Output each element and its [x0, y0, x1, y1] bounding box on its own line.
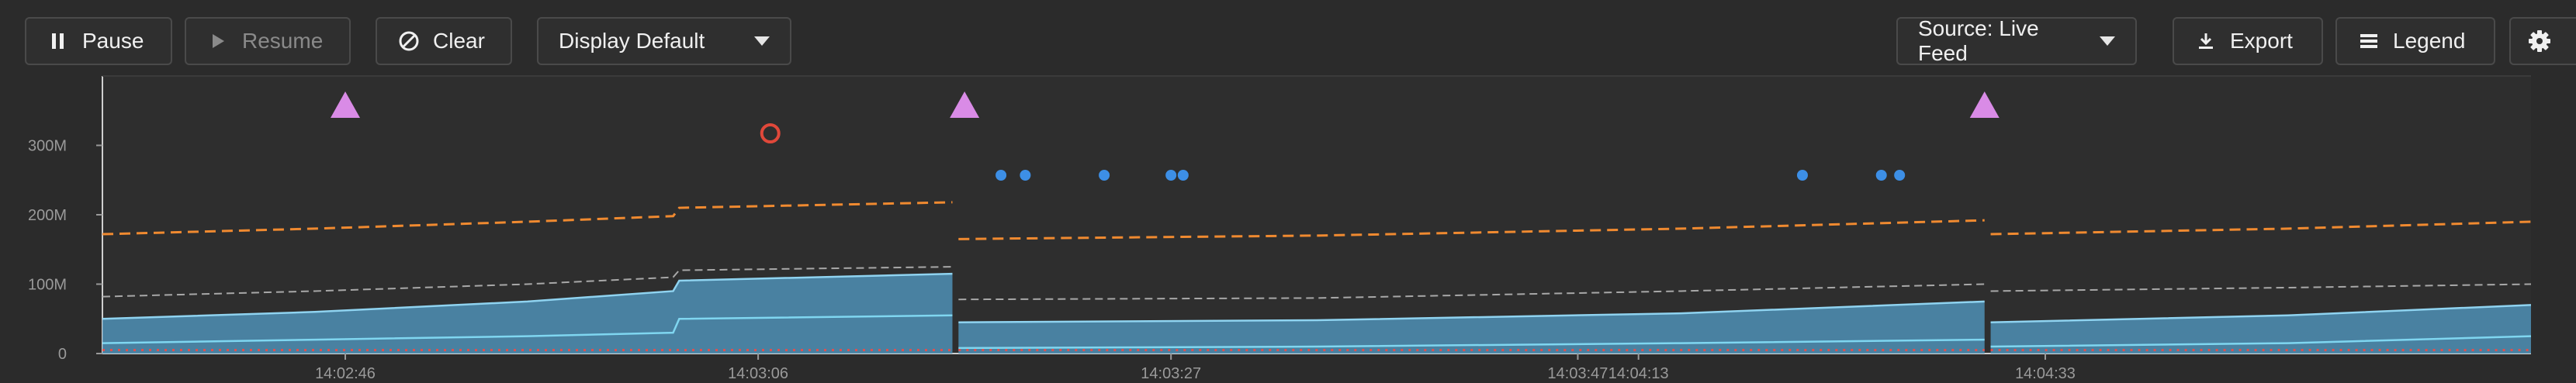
resume-label: Resume: [242, 29, 324, 53]
x-tick-label: 14:04:13: [1608, 365, 1669, 382]
event-layer: [331, 91, 2000, 181]
source-select[interactable]: Source: Live Feed: [1896, 16, 2137, 65]
event-dot-marker: [1020, 170, 1031, 181]
series-area-line: [102, 272, 953, 320]
series-mid-dashed-line: [102, 266, 953, 298]
series-area-line: [1990, 304, 2532, 323]
y-tick-label: 100M: [28, 277, 67, 294]
series-inner-line: [958, 338, 1985, 350]
download-icon: [2194, 29, 2218, 53]
settings-button[interactable]: [2509, 17, 2576, 65]
series-area-line: [958, 300, 1985, 323]
chevron-down-icon: [754, 36, 770, 46]
event-ring-marker: [760, 123, 781, 143]
x-tick-label: 14:03:06: [728, 365, 788, 382]
event-dot-marker: [1177, 170, 1189, 181]
play-icon: [206, 29, 230, 53]
legend-label: Legend: [2393, 29, 2466, 53]
event-dot-marker: [1165, 170, 1177, 181]
event-dot-marker: [1894, 170, 1906, 181]
series-inner-line: [102, 314, 953, 344]
y-tick-label: 0: [58, 346, 67, 363]
list-icon: [2357, 29, 2380, 53]
source-value: Source: Live Feed: [1918, 16, 2039, 65]
series-upper-dashed-line: [958, 219, 1985, 240]
x-tick-label: 14:04:33: [2015, 365, 2076, 382]
x-tick-label: 14:03:47: [1548, 365, 1608, 382]
legend-button[interactable]: Legend: [2335, 17, 2495, 65]
y-tick-label: 300M: [28, 138, 67, 155]
pause-label: Pause: [82, 29, 144, 53]
event-dot-marker: [1797, 170, 1808, 181]
clear-button[interactable]: Clear: [376, 17, 512, 65]
resume-button[interactable]: Resume: [185, 17, 351, 65]
x-axis: 14:02:46 14:03:06 14:03:27 14:03:47 14:04:13…: [315, 354, 2076, 382]
event-dot-marker: [1875, 170, 1887, 181]
event-triangle-marker: [1969, 91, 2000, 118]
series-mid-dashed-line: [1990, 283, 2532, 292]
series-upper-dashed-line: [1990, 220, 2532, 236]
pause-icon: [47, 29, 70, 53]
clear-label: Clear: [433, 29, 485, 53]
series-inner-line: [1990, 335, 2532, 348]
series-area: [1990, 305, 2531, 354]
export-label: Export: [2230, 29, 2293, 53]
display-mode-select[interactable]: Display Default: [537, 17, 791, 65]
pause-button[interactable]: Pause: [25, 17, 172, 65]
series-layer: [102, 201, 2532, 354]
event-triangle-marker: [331, 91, 360, 118]
event-triangle-marker: [950, 91, 980, 118]
x-tick-label: 14:02:46: [315, 365, 376, 382]
series-mid-dashed-line: [958, 283, 1985, 301]
series-area: [102, 274, 953, 354]
y-axis: 0 100M 200M 300M: [28, 138, 102, 363]
display-mode-value: Display Default: [559, 29, 705, 53]
export-button[interactable]: Export: [2173, 17, 2323, 65]
event-dot-marker: [1099, 170, 1110, 181]
y-tick-label: 200M: [28, 207, 67, 224]
gear-icon: [2528, 29, 2551, 53]
series-area: [958, 301, 1985, 354]
event-dot-marker: [995, 170, 1007, 181]
ban-icon: [397, 29, 421, 53]
series-upper-dashed-line: [102, 201, 953, 236]
x-tick-label: 14:03:27: [1141, 365, 1201, 382]
chevron-down-icon: [2100, 36, 2115, 46]
